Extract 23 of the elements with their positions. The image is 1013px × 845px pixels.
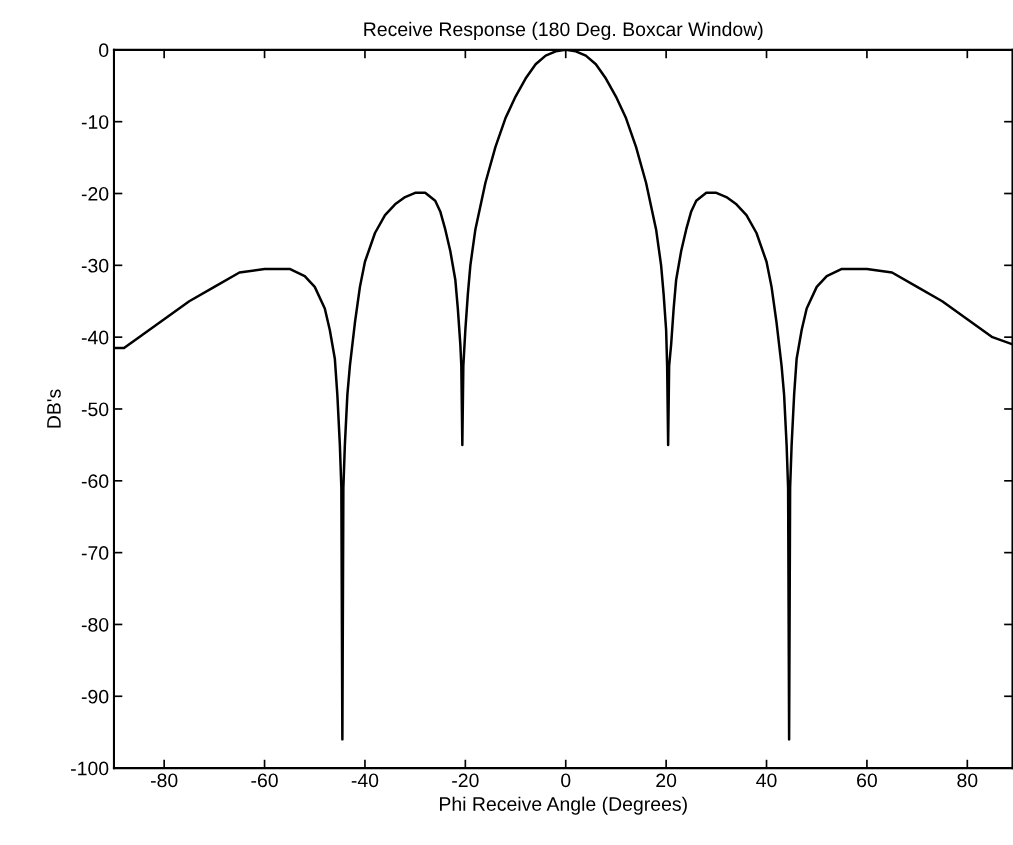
x-tick-label: -60 — [251, 773, 278, 788]
y-tick-label: -50 — [81, 402, 109, 417]
x-tick-label: 0 — [561, 773, 571, 788]
y-tick-label: -70 — [81, 546, 109, 560]
x-tick-label: 80 — [957, 773, 978, 788]
y-tick-label: -30 — [81, 258, 109, 273]
y-tick-label: -10 — [81, 115, 109, 129]
y-tick-label: -80 — [81, 617, 109, 632]
y-tick-label: -20 — [81, 186, 109, 201]
x-tick-label: 40 — [756, 773, 777, 788]
x-tick-label: -40 — [351, 773, 379, 788]
y-tick-label: -100 — [71, 761, 109, 776]
x-tick-label: 20 — [656, 773, 677, 788]
x-axis-title: Phi Receive Angle (Degrees) — [440, 796, 687, 815]
x-tick-label: -20 — [452, 773, 479, 788]
chart-title: Receive Response (180 Deg. Boxcar Window) — [364, 21, 763, 40]
y-tick-label: -60 — [81, 474, 109, 489]
y-tick-label: -90 — [81, 689, 109, 704]
x-tick-label: -80 — [150, 773, 178, 788]
y-axis-title: DB's — [47, 389, 61, 428]
y-tick-label: 0 — [99, 43, 109, 58]
x-tick-label: 60 — [857, 773, 877, 788]
y-tick-label: -40 — [81, 330, 109, 345]
